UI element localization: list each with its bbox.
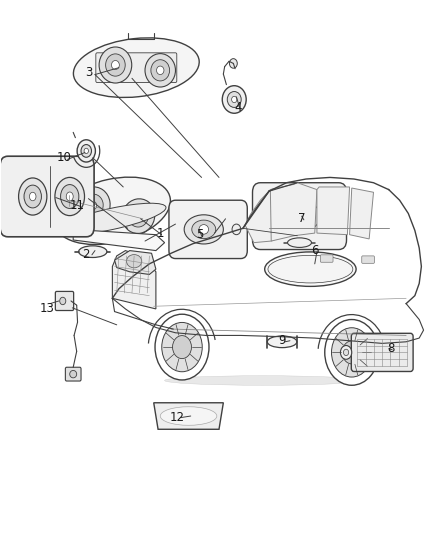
- Ellipse shape: [128, 205, 148, 227]
- Ellipse shape: [145, 54, 176, 87]
- Ellipse shape: [270, 199, 320, 233]
- Ellipse shape: [55, 177, 85, 216]
- Polygon shape: [113, 251, 156, 309]
- Text: 9: 9: [279, 334, 286, 347]
- Ellipse shape: [184, 215, 223, 244]
- Polygon shape: [245, 184, 294, 243]
- FancyBboxPatch shape: [362, 256, 374, 263]
- Circle shape: [155, 314, 209, 380]
- Text: 13: 13: [40, 302, 54, 316]
- Ellipse shape: [230, 59, 237, 68]
- Ellipse shape: [265, 252, 356, 286]
- Ellipse shape: [112, 61, 119, 69]
- Polygon shape: [317, 187, 350, 235]
- Ellipse shape: [332, 211, 341, 222]
- Ellipse shape: [54, 177, 170, 245]
- Circle shape: [343, 341, 361, 364]
- Circle shape: [173, 336, 191, 359]
- Polygon shape: [115, 251, 156, 274]
- Text: 3: 3: [85, 67, 92, 79]
- Ellipse shape: [290, 211, 300, 222]
- Ellipse shape: [74, 38, 199, 98]
- Ellipse shape: [199, 224, 208, 234]
- Ellipse shape: [99, 47, 132, 83]
- FancyBboxPatch shape: [55, 292, 74, 311]
- Ellipse shape: [18, 178, 47, 215]
- Ellipse shape: [192, 220, 216, 239]
- Ellipse shape: [160, 407, 217, 425]
- Text: 2: 2: [82, 248, 90, 261]
- Ellipse shape: [343, 349, 349, 356]
- Ellipse shape: [66, 192, 73, 201]
- Ellipse shape: [79, 246, 107, 257]
- Ellipse shape: [127, 255, 142, 268]
- Ellipse shape: [29, 192, 36, 201]
- Ellipse shape: [288, 238, 311, 247]
- Text: 12: 12: [170, 411, 185, 424]
- Ellipse shape: [24, 185, 42, 208]
- Ellipse shape: [227, 92, 241, 108]
- Text: 10: 10: [57, 151, 72, 164]
- Polygon shape: [73, 229, 165, 251]
- Ellipse shape: [151, 60, 170, 81]
- FancyBboxPatch shape: [96, 53, 177, 83]
- Ellipse shape: [268, 255, 353, 283]
- FancyBboxPatch shape: [0, 156, 94, 237]
- Ellipse shape: [82, 194, 103, 217]
- Ellipse shape: [280, 205, 311, 227]
- Circle shape: [162, 322, 202, 372]
- Circle shape: [332, 328, 372, 377]
- Text: 7: 7: [298, 212, 305, 225]
- Polygon shape: [350, 188, 374, 239]
- Ellipse shape: [222, 86, 246, 114]
- FancyBboxPatch shape: [321, 255, 333, 262]
- Text: 8: 8: [387, 342, 395, 355]
- Text: 6: 6: [311, 244, 318, 257]
- Ellipse shape: [106, 54, 125, 76]
- Ellipse shape: [75, 187, 110, 224]
- Ellipse shape: [70, 370, 77, 378]
- Ellipse shape: [59, 203, 166, 235]
- Ellipse shape: [77, 140, 95, 162]
- Ellipse shape: [340, 345, 352, 359]
- Circle shape: [325, 319, 379, 385]
- Ellipse shape: [232, 224, 241, 235]
- FancyBboxPatch shape: [351, 333, 413, 372]
- Ellipse shape: [165, 376, 360, 385]
- Ellipse shape: [60, 184, 79, 208]
- Ellipse shape: [122, 199, 155, 233]
- Polygon shape: [154, 403, 223, 429]
- Text: 4: 4: [235, 101, 242, 114]
- Text: 11: 11: [70, 199, 85, 212]
- FancyBboxPatch shape: [65, 367, 81, 381]
- Ellipse shape: [89, 201, 97, 210]
- FancyBboxPatch shape: [253, 183, 346, 249]
- Ellipse shape: [232, 96, 237, 103]
- Ellipse shape: [84, 148, 88, 154]
- Polygon shape: [270, 183, 317, 241]
- Ellipse shape: [81, 144, 92, 157]
- FancyBboxPatch shape: [169, 200, 247, 259]
- Text: 5: 5: [196, 228, 203, 241]
- Ellipse shape: [135, 212, 142, 220]
- Ellipse shape: [156, 66, 164, 75]
- Ellipse shape: [267, 336, 297, 348]
- Ellipse shape: [60, 297, 66, 305]
- Text: 1: 1: [156, 227, 164, 240]
